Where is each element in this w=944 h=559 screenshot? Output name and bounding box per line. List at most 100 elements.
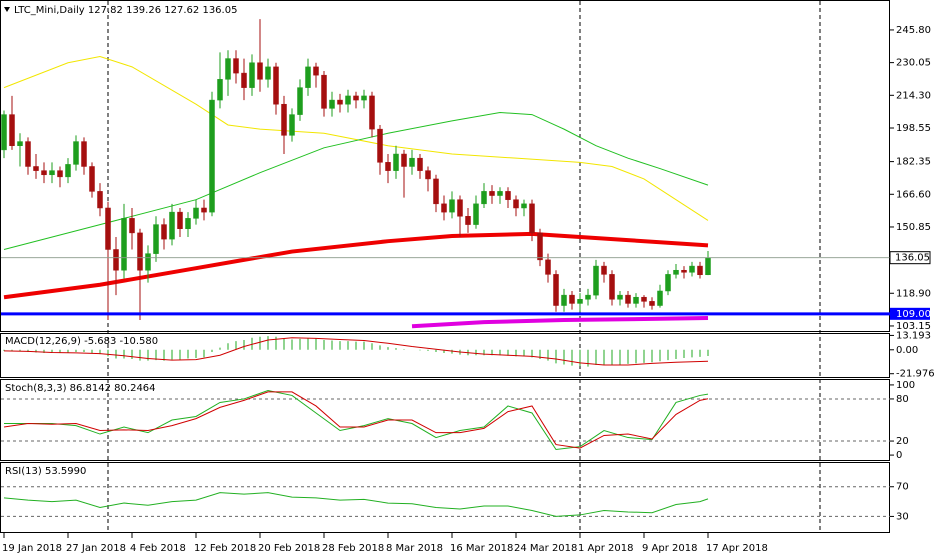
candle-body	[41, 170, 47, 176]
candle-body	[121, 218, 127, 271]
rsi-title: RSI(13) 53.5990	[5, 466, 86, 477]
candle-body	[289, 114, 295, 136]
candle-body	[577, 299, 583, 304]
stoch-title: Stoch(8,3,3) 86.8142 80.2464	[5, 383, 156, 394]
candle-body	[657, 290, 663, 306]
candle-body	[265, 66, 271, 80]
candle-body	[57, 170, 63, 178]
macd-panel	[0, 333, 890, 378]
candle-body	[225, 58, 231, 80]
candle-body	[89, 166, 95, 192]
candle-body	[433, 178, 439, 205]
candle-body	[585, 294, 591, 300]
x-tick-label: 9 Apr 2018	[642, 543, 697, 554]
candle-body	[449, 199, 455, 213]
candle-body	[681, 269, 687, 273]
candle-body	[81, 141, 87, 167]
stoch-line	[4, 390, 709, 451]
candle-body	[401, 153, 407, 167]
y-tick-label: 230.05	[896, 58, 931, 69]
candle-body	[545, 259, 551, 275]
candle-body	[537, 232, 543, 261]
moving-average	[3, 112, 709, 250]
candle-body	[465, 216, 471, 225]
candle-body	[641, 296, 647, 302]
candle-body	[129, 218, 135, 234]
candle-body	[417, 157, 423, 171]
candle-body	[489, 191, 495, 196]
x-tick-label: 1 Apr 2018	[578, 543, 633, 554]
x-tick-label: 8 Mar 2018	[386, 543, 443, 554]
macd-title: MACD(12,26,9) -5.683 -10.580	[5, 336, 158, 347]
candle-body	[17, 141, 23, 146]
moving-average	[411, 315, 709, 329]
candle-body	[497, 191, 503, 196]
candle-body	[105, 207, 111, 250]
candle-body	[185, 218, 191, 229]
candle-body	[169, 211, 175, 240]
x-tick-label: 28 Feb 2018	[322, 543, 384, 554]
x-tick-label: 17 Apr 2018	[706, 543, 768, 554]
candle-body	[353, 95, 359, 101]
candle-body	[441, 203, 447, 213]
candle-body	[673, 269, 679, 275]
candle-body	[689, 265, 695, 273]
candle-body	[65, 164, 71, 178]
open: 127.82	[88, 5, 123, 16]
candle-body	[313, 66, 319, 76]
y-tick-label: 150.85	[896, 222, 931, 233]
candle-body	[505, 191, 511, 200]
candle-body	[113, 249, 119, 271]
candle-body	[337, 99, 343, 105]
y-tick-label: 30	[896, 511, 909, 522]
candle-body	[233, 58, 239, 74]
candle-body	[281, 103, 287, 136]
x-tick-label: 16 Mar 2018	[450, 543, 513, 554]
support-label: 109.00	[896, 309, 931, 320]
candle-body	[273, 66, 279, 105]
candle-body	[177, 211, 183, 229]
x-tick-label: 19 Jan 2018	[2, 543, 62, 554]
candle-body	[193, 207, 199, 219]
x-tick-label: 12 Feb 2018	[194, 543, 256, 554]
candle-body	[257, 62, 263, 80]
y-tick-label: 214.30	[896, 90, 931, 101]
candle-body	[617, 294, 623, 300]
candle-body	[377, 128, 383, 163]
stoch-line	[3, 391, 709, 449]
candle-body	[345, 95, 351, 105]
y-tick-label: 0.00	[896, 345, 918, 356]
y-tick-label: 70	[896, 482, 909, 493]
candle-body	[529, 203, 535, 234]
x-tick-label: 20 Feb 2018	[258, 543, 320, 554]
x-tick-label: 24 Mar 2018	[514, 543, 577, 554]
candle-body	[409, 157, 415, 167]
candle-body	[161, 224, 167, 240]
close: 136.05	[202, 5, 237, 16]
candle-body	[241, 72, 247, 88]
candle-body	[633, 296, 639, 304]
y-tick-label: 20	[896, 436, 909, 447]
candle-body	[649, 301, 655, 306]
candle-body	[625, 294, 631, 304]
x-tick-label: 4 Feb 2018	[130, 543, 186, 554]
y-tick-label: 100	[896, 380, 915, 391]
candle-body	[569, 294, 575, 304]
main-panel	[0, 0, 890, 332]
candle-body	[457, 199, 463, 217]
candle-body	[665, 274, 671, 292]
candle-body	[25, 141, 31, 167]
stoch-panel	[0, 379, 890, 461]
candle-body	[561, 294, 567, 306]
y-tick-label: 0	[896, 450, 902, 461]
y-tick-label: 182.35	[896, 157, 931, 168]
last-price-label: 136.05	[895, 253, 930, 264]
y-tick-label: 245.80	[896, 25, 931, 36]
chart-header: LTC_Mini,Daily 127.82 139.26 127.62 136.…	[14, 5, 237, 16]
candle-body	[425, 170, 431, 180]
candle-body	[49, 170, 55, 176]
candle-body	[553, 274, 559, 306]
symbol: LTC_Mini,Daily	[14, 5, 85, 16]
